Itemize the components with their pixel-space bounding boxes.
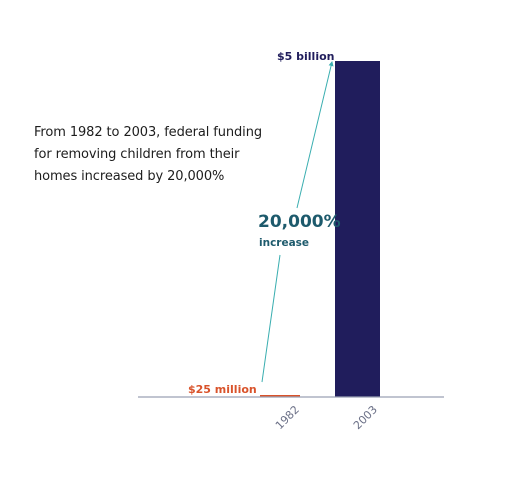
- headline-line-3: homes increased by 20,000%: [34, 169, 225, 184]
- headline-line-2: for removing children from their: [34, 147, 240, 162]
- increase-arrow: [261, 62, 332, 383]
- x-tick-1982: 1982: [273, 403, 302, 432]
- x-tick-2003: 2003: [351, 403, 380, 432]
- bar-1982: [260, 395, 300, 397]
- data-label-2003: $5 billion: [277, 50, 335, 63]
- headline-annotation: From 1982 to 2003, federal funding for r…: [34, 122, 294, 188]
- headline-line-1: From 1982 to 2003, federal funding: [34, 125, 262, 140]
- increase-percent: 20,000%: [258, 212, 341, 232]
- data-label-1982: $25 million: [188, 383, 257, 396]
- bar-2003: [335, 61, 380, 397]
- increase-label: increase: [259, 237, 310, 249]
